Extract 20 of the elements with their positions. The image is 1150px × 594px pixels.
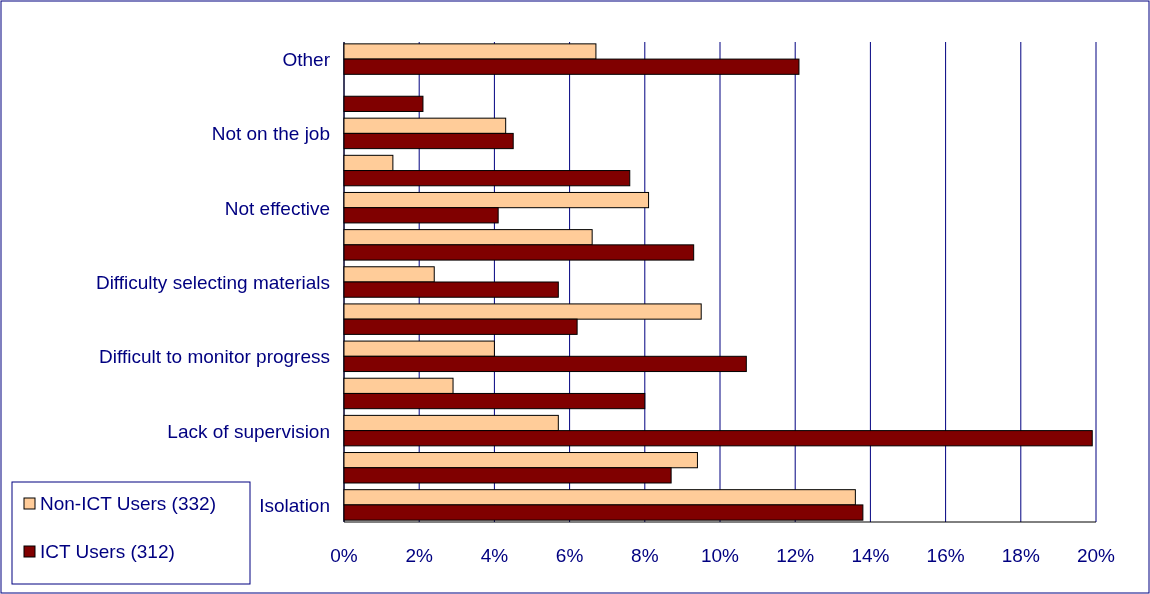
x-tick-label: 12% bbox=[776, 545, 815, 566]
x-tick-label: 18% bbox=[1001, 545, 1040, 566]
x-tick-label: 0% bbox=[330, 545, 358, 566]
y-tick-label: Difficult to monitor progress bbox=[99, 346, 330, 368]
x-tick-label: 8% bbox=[631, 545, 659, 566]
y-tick-label: Other bbox=[282, 49, 331, 71]
y-tick-label: Isolation bbox=[259, 494, 330, 516]
legend-label: Non-ICT Users (332) bbox=[40, 493, 216, 514]
x-tick-label: 20% bbox=[1076, 545, 1116, 566]
x-tick-label: 16% bbox=[926, 545, 965, 566]
x-tick-label: 10% bbox=[700, 545, 740, 566]
y-tick-label: Difficulty selecting materials bbox=[95, 272, 330, 293]
x-tick-label: 2% bbox=[405, 545, 434, 566]
x-tick-label: 14% bbox=[851, 545, 890, 566]
y-tick-label: Not on the job bbox=[211, 123, 330, 145]
y-tick-label: Not effective bbox=[224, 197, 330, 219]
y-tick-label: Lack of supervision bbox=[167, 420, 330, 442]
x-tick-label: 6% bbox=[555, 545, 584, 566]
x-tick-label: 4% bbox=[480, 545, 509, 566]
legend-label: ICT Users (312) bbox=[40, 541, 175, 562]
